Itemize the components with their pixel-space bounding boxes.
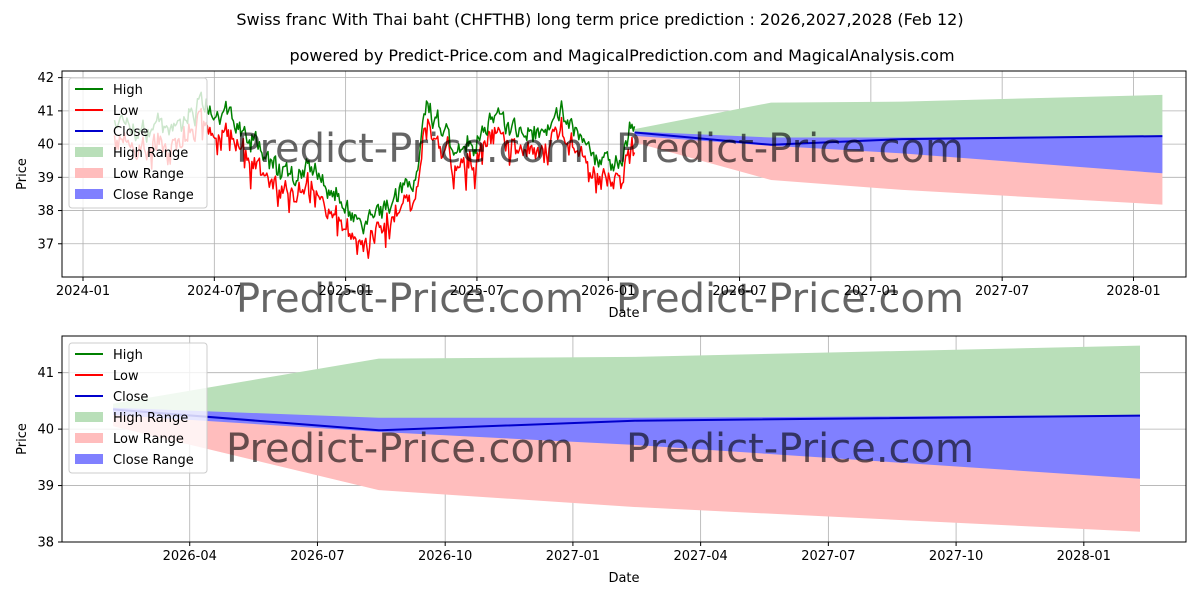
x-tick-label: 2027-07 xyxy=(975,284,1029,299)
y-axis-label: Price xyxy=(15,158,30,190)
legend-swatch-patch xyxy=(75,433,103,443)
close-range-band xyxy=(634,131,1163,174)
forecast-series-lines xyxy=(113,408,1141,432)
history-axes: 2024-01 2024-07 2025-01 2025-07 2026-01 2026-… xyxy=(15,71,1161,321)
history-range-areas xyxy=(634,94,1163,205)
y-tick-label: 40 xyxy=(37,423,54,438)
history-forecast-panel: Predict-Price.com Predict-Price.com Pred… xyxy=(15,70,1187,322)
x-axis-label: Date xyxy=(608,571,639,586)
x-tick-label: 2026-10 xyxy=(418,549,472,564)
x-tick-label: 2026-07 xyxy=(290,549,344,564)
y-tick-label: 39 xyxy=(37,171,54,186)
high-range-band xyxy=(634,94,1163,145)
x-tick-label: 2027-07 xyxy=(801,549,855,564)
y-tick-label: 41 xyxy=(37,366,54,381)
x-tick-label: 2027-01 xyxy=(546,549,600,564)
chart-title: Swiss franc With Thai baht (CHFTHB) long… xyxy=(236,10,963,29)
history-legend: High Low Close High Range Low Range Close Ran… xyxy=(68,77,208,209)
legend-label: Low Range xyxy=(113,167,184,182)
legend-label: Low Range xyxy=(113,432,184,447)
watermark-text: Predict-Price.com xyxy=(616,276,964,322)
x-tick-label: 2027-01 xyxy=(844,284,898,299)
x-tick-label: 2024-01 xyxy=(56,284,110,299)
legend-label: Low xyxy=(113,104,139,119)
y-axis-label: Price xyxy=(15,423,30,455)
close-forecast-line xyxy=(113,408,1141,432)
history-plot-frame xyxy=(61,70,1187,278)
forecast-axes: 2026-04 2026-07 2026-10 2027-01 2027-04 2027-… xyxy=(15,366,1111,586)
y-tick-label: 39 xyxy=(37,479,54,494)
y-tick-label: 38 xyxy=(37,204,54,219)
legend-label: High xyxy=(113,83,143,98)
x-tick-label: 2026-07 xyxy=(712,284,766,299)
legend-swatch-patch xyxy=(75,189,103,199)
high-range-band xyxy=(113,345,1141,431)
x-tick-label: 2025-01 xyxy=(318,284,372,299)
x-tick-label: 2028-01 xyxy=(1106,284,1160,299)
x-tick-label: 2026-04 xyxy=(163,549,217,564)
x-tick-label: 2025-07 xyxy=(450,284,504,299)
legend-label: Low xyxy=(113,369,139,384)
history-watermarks: Predict-Price.com Predict-Price.com Pred… xyxy=(236,126,964,322)
legend-label: High xyxy=(113,348,143,363)
legend-label: High Range xyxy=(113,146,188,161)
forecast-watermarks: Predict-Price.com Predict-Price.com xyxy=(226,426,974,472)
chart-subtitle: powered by Predict-Price.com and Magical… xyxy=(289,46,954,65)
watermark-text: Predict-Price.com xyxy=(616,126,964,172)
legend-label: Close Range xyxy=(113,188,194,203)
y-tick-label: 38 xyxy=(37,536,54,551)
legend-swatch-patch xyxy=(75,412,103,422)
x-tick-label: 2026-01 xyxy=(581,284,635,299)
watermark-text: Predict-Price.com xyxy=(626,426,974,472)
close-range-band xyxy=(113,407,1141,479)
x-tick-label: 2027-04 xyxy=(673,549,727,564)
x-tick-label: 2027-10 xyxy=(929,549,983,564)
legend-label: Close Range xyxy=(113,453,194,468)
x-tick-label: 2024-07 xyxy=(187,284,241,299)
y-tick-label: 40 xyxy=(37,138,54,153)
legend-swatch-patch xyxy=(75,168,103,178)
y-tick-label: 37 xyxy=(37,237,54,252)
legend-box xyxy=(68,77,208,209)
legend-swatch-patch xyxy=(75,454,103,464)
x-tick-label: 2028-01 xyxy=(1057,549,1111,564)
x-axis-label: Date xyxy=(608,306,639,321)
y-tick-label: 41 xyxy=(37,104,54,119)
forecast-legend: High Low Close High Range Low Range Close Ran… xyxy=(68,342,208,474)
close-forecast-line xyxy=(634,131,1163,146)
legend-label: Close xyxy=(113,390,148,405)
forecast-detail-panel: Predict-Price.com Predict-Price.com 2026… xyxy=(15,335,1187,586)
legend-swatch-patch xyxy=(75,147,103,157)
legend-label: High Range xyxy=(113,411,188,426)
legend-box xyxy=(68,342,208,474)
watermark-text: Predict-Price.com xyxy=(236,126,584,172)
y-tick-label: 42 xyxy=(37,71,54,86)
legend-label: Close xyxy=(113,125,148,140)
watermark-text: Predict-Price.com xyxy=(236,276,584,322)
forecast-range-areas xyxy=(113,345,1141,532)
watermark-text: Predict-Price.com xyxy=(226,426,574,472)
forecast-plot-frame xyxy=(61,335,1187,543)
